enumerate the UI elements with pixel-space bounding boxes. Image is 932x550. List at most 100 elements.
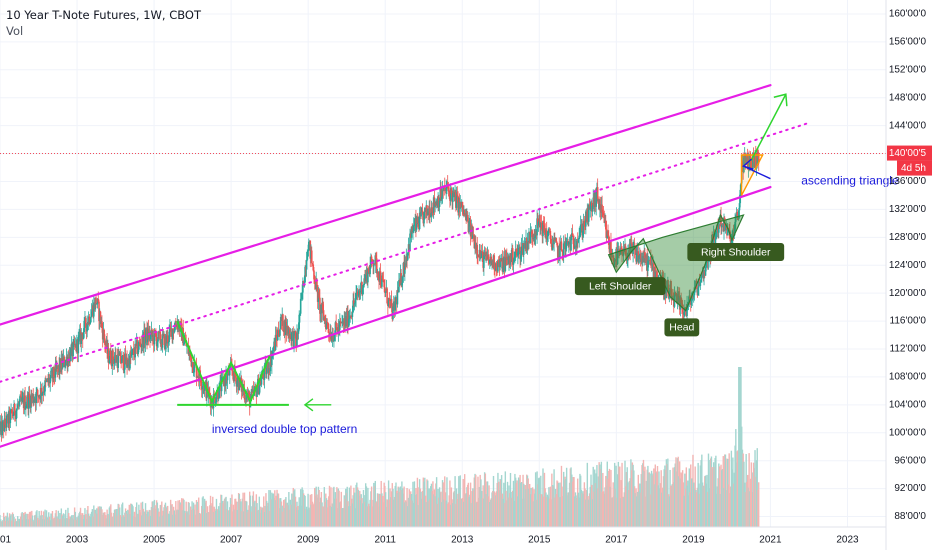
candle-body [263,365,266,380]
volume-bar [342,508,345,527]
candle-body [5,415,8,428]
volume-bar [291,493,293,527]
volume-bar [669,469,671,527]
volume-bar [427,501,430,527]
volume-bar [358,495,360,527]
volume-bar [666,464,668,527]
volume-bar [359,490,361,527]
volume-bar [94,509,97,527]
volume-bar [373,485,376,527]
volume-bar [133,516,135,527]
candle-body [347,318,350,327]
volume-bar [95,513,97,527]
volume-bar [154,505,156,527]
volume-bar [172,514,174,527]
volume-bar [181,510,184,527]
candle-body [108,360,111,364]
volume-bar [237,493,240,527]
volume-bar [741,426,743,527]
volume-bar [47,519,49,527]
volume-bar [124,508,127,527]
volume-bar [611,497,614,527]
volume-bar [342,507,344,527]
volume-bar [701,454,703,527]
volume-bar [142,508,145,527]
volume-bar [626,467,628,527]
candle-body [357,295,360,296]
candle-body [401,276,404,284]
candle-body [707,260,710,262]
volume-bar [690,464,692,527]
volume-bar [646,469,648,527]
volume-bar [374,480,376,527]
volume-bar [203,509,205,527]
volume-bar [104,512,106,527]
time-tick-label: 2013 [451,535,474,546]
volume-bar [526,474,528,527]
volume-bar [717,478,719,527]
volume-bar [559,482,561,527]
volume-bar [693,482,695,527]
candle-body [95,297,97,305]
volume-bar [673,467,676,527]
volume-bar [313,503,315,527]
volume-bar [155,500,158,527]
volume-bar [419,488,422,527]
volume-bar [601,491,603,527]
volume-bar [84,514,87,527]
candle-body [560,241,563,251]
volume-bar [336,508,339,527]
volume-bar [436,503,439,527]
candle-body [166,335,169,344]
volume-bar [11,520,13,527]
volume-bar [668,496,671,527]
volume-bar [324,501,326,527]
candle-body [217,397,220,400]
volume-bar [375,502,377,527]
volume-bar [388,499,391,527]
volume-bar [220,494,222,527]
candle-body [306,256,309,260]
candle-body [514,255,516,258]
volume-bar [208,512,210,527]
time-axis[interactable]: 2001200320052007200920112013201520172019… [0,526,886,546]
candle-body [480,257,482,258]
price-axis[interactable]: 160'00'0156'00'0152'00'0148'00'0144'00'0… [885,0,932,550]
volume-bar [653,468,655,527]
volume-bar [693,488,696,527]
candle-body [299,313,301,315]
volume-bar [146,510,148,527]
candle-body [151,329,153,337]
volume-bar [755,476,757,527]
volume-bar [464,494,467,527]
volume-bar [732,483,735,527]
volume-bar [585,490,588,527]
volume-bar [659,483,662,527]
volume-bar [384,492,387,527]
volume-bar [153,499,156,527]
volume-bar [60,508,63,527]
volume-bar [647,465,649,527]
candle-body [267,362,269,373]
volume-bar [500,480,502,527]
candle-body [636,253,638,262]
candle-body [149,334,152,340]
candle-body [28,393,31,398]
candle-body [97,298,100,302]
candle-body [533,234,535,238]
candle-body [312,264,315,271]
volume-bar [531,494,533,527]
volume-bar [715,455,717,527]
candle-body [638,255,640,263]
candle-body [610,255,613,257]
volume-bar [6,512,9,527]
candle-body [468,221,470,233]
volume-bar [403,486,405,527]
candle-body [607,235,610,246]
volume-bar [754,450,756,527]
candle-body [418,212,421,230]
volume-bar [611,497,613,527]
volume-bar [676,458,679,527]
volume-bar [49,520,51,527]
